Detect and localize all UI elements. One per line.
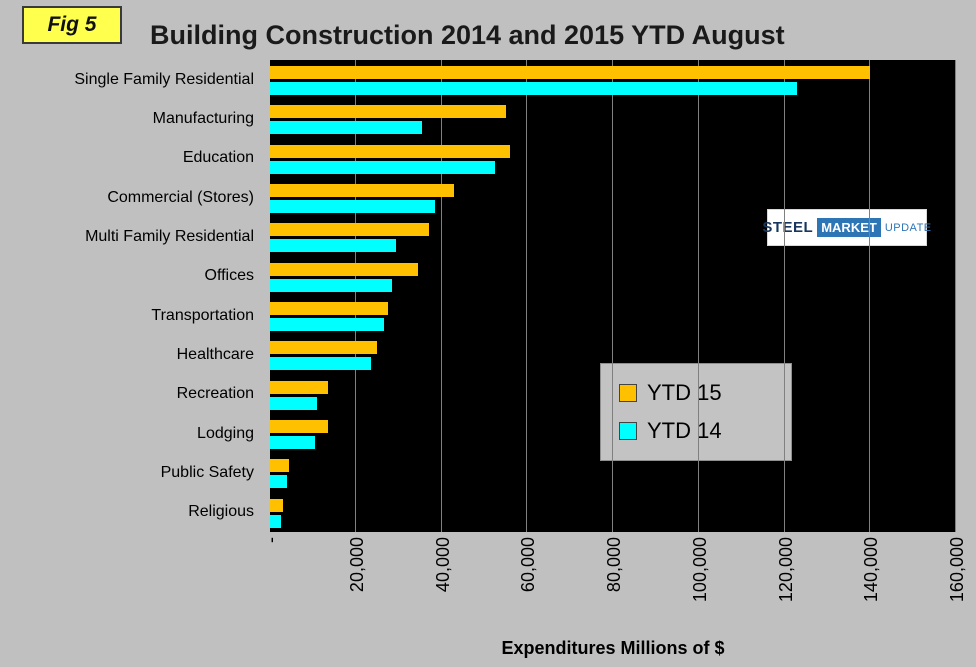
bar-ytd-15 bbox=[270, 341, 378, 355]
bar-ytd-15 bbox=[270, 66, 871, 79]
gridline bbox=[440, 60, 442, 532]
bar-ytd-15 bbox=[270, 498, 283, 512]
category-label: Commercial (Stores) bbox=[107, 188, 254, 206]
bar-ytd-14 bbox=[270, 318, 384, 331]
bar-ytd-15 bbox=[270, 420, 328, 433]
plot-area: STEEL MARKET UPDATE YTD 15 YTD 14 bbox=[270, 60, 956, 532]
logo-text-steel: STEEL bbox=[762, 219, 814, 236]
bar-ytd-14 bbox=[270, 121, 423, 135]
gridline bbox=[697, 60, 699, 532]
legend-entry-ytd15: YTD 15 bbox=[619, 380, 791, 406]
bar-ytd-15 bbox=[270, 184, 455, 197]
legend-label-ytd14: YTD 14 bbox=[647, 418, 722, 443]
category-label: Public Safety bbox=[160, 463, 254, 481]
category-label: Multi Family Residential bbox=[85, 227, 254, 245]
category-label: Lodging bbox=[197, 424, 254, 442]
bar-ytd-14 bbox=[270, 239, 397, 253]
bar-ytd-15 bbox=[270, 223, 429, 237]
gridline bbox=[526, 60, 528, 532]
x-axis-tick-label: - bbox=[261, 537, 281, 543]
chart-title: Building Construction 2014 and 2015 YTD … bbox=[150, 20, 785, 50]
logo-text-update: UPDATE bbox=[884, 221, 932, 234]
gridline bbox=[955, 60, 956, 532]
category-label: Education bbox=[182, 149, 254, 167]
category-label: Healthcare bbox=[176, 345, 254, 363]
x-axis-tick-label: 60,000 bbox=[518, 537, 539, 593]
bar-ytd-14 bbox=[270, 278, 393, 292]
legend-entry-ytd14: YTD 14 bbox=[619, 418, 791, 444]
category-axis: Single Family Residential Manufacturing Ed… bbox=[0, 60, 262, 532]
legend-label-ytd15: YTD 15 bbox=[647, 380, 722, 405]
ytd15-color-swatch bbox=[619, 384, 637, 402]
category-label: Manufacturing bbox=[152, 109, 254, 127]
category-label: Offices bbox=[204, 267, 255, 285]
bar-ytd-15 bbox=[270, 262, 418, 276]
x-axis-tick-label: 140,000 bbox=[861, 537, 882, 603]
gridline bbox=[612, 60, 613, 532]
bar-ytd-14 bbox=[270, 200, 436, 213]
bar-ytd-15 bbox=[270, 380, 328, 394]
category-label: Religious bbox=[188, 503, 254, 521]
x-axis-tick-label: 160,000 bbox=[947, 537, 967, 603]
bar-ytd-14 bbox=[270, 514, 281, 528]
figure-label: Fig 5 bbox=[22, 6, 122, 44]
bar-ytd-14 bbox=[270, 160, 496, 174]
x-axis-tick-label: 40,000 bbox=[432, 537, 453, 593]
bar-ytd-14 bbox=[270, 396, 318, 410]
category-label: Transportation bbox=[151, 306, 254, 324]
gridline bbox=[783, 60, 785, 532]
bar-ytd-15 bbox=[270, 459, 290, 473]
bar-ytd-15 bbox=[270, 302, 388, 315]
steel-market-update-logo: STEEL MARKET UPDATE bbox=[762, 209, 931, 246]
bar-ytd-15 bbox=[270, 144, 511, 158]
logo-text-market: MARKET bbox=[817, 218, 881, 237]
gridline bbox=[354, 60, 356, 532]
gridline bbox=[869, 60, 871, 532]
ytd14-color-swatch bbox=[619, 422, 637, 440]
bar-ytd-14 bbox=[270, 475, 288, 489]
x-axis-tick-label: 120,000 bbox=[775, 537, 796, 603]
bar-ytd-14 bbox=[270, 82, 798, 95]
bar-ytd-14 bbox=[270, 357, 371, 371]
chart-legend: YTD 15 YTD 14 bbox=[600, 363, 792, 461]
x-axis-tick-label: 20,000 bbox=[346, 537, 367, 593]
bar-ytd-15 bbox=[270, 105, 506, 119]
x-axis-tick-label: 100,000 bbox=[689, 537, 710, 603]
category-label: Single Family Residential bbox=[74, 70, 254, 88]
value-axis: - 20,000 40,000 60,000 80,000 100,000 120,000 1… bbox=[0, 535, 976, 637]
x-axis-title: Expenditures Millions of $ bbox=[501, 638, 725, 658]
category-label: Recreation bbox=[176, 385, 254, 403]
x-axis-tick-label: 80,000 bbox=[604, 537, 624, 593]
bar-ytd-14 bbox=[270, 436, 316, 449]
